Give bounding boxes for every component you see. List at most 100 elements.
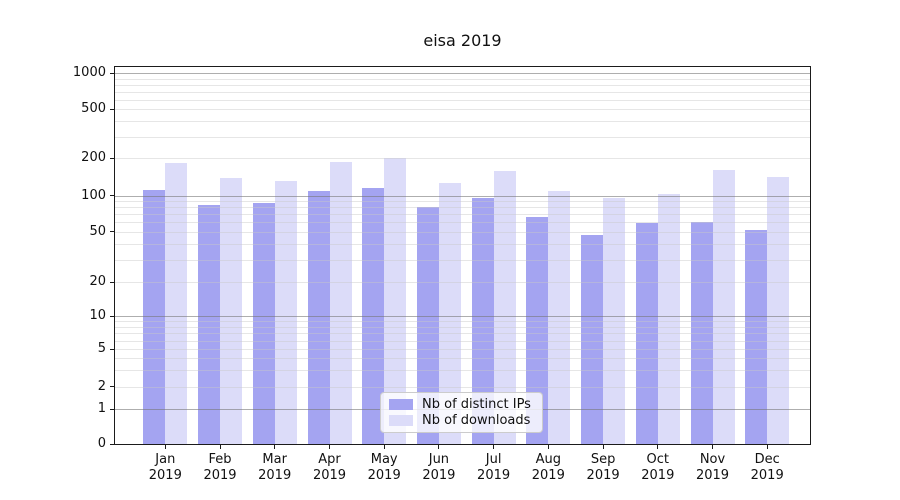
y-tick-label-2: 2: [97, 378, 106, 394]
bar-downloads-oct: [657, 194, 680, 444]
chart-title: eisa 2019: [423, 31, 502, 50]
legend-swatch-downloads: [389, 415, 413, 427]
bar-downloads-jun: [438, 183, 461, 444]
legend-entry-downloads: Nb of downloads: [389, 413, 534, 428]
gridline-30: [115, 259, 810, 261]
x-tick-label-nov: Nov 2019: [695, 452, 730, 483]
x-tick-mark-jun: [438, 445, 440, 449]
y-tick-label-50: 50: [89, 223, 106, 239]
gridline-10: [115, 316, 810, 318]
x-tick-mark-apr: [329, 445, 330, 449]
y-tick-mark-50: [110, 231, 114, 233]
bar-distinct-ips-sep: [581, 235, 604, 444]
x-tick-label-jun: Jun 2019: [422, 452, 456, 483]
bar-distinct-ips-nov: [690, 222, 713, 444]
y-tick-label-1000: 1000: [72, 65, 106, 81]
gridline-50: [115, 231, 810, 233]
x-tick-mark-feb: [219, 445, 221, 449]
bar-distinct-ips-jul: [471, 197, 494, 444]
bar-downloads-apr: [329, 161, 352, 444]
legend-label-distinct-ips: Nb of distinct IPs: [422, 396, 531, 412]
gridline-60: [115, 222, 810, 224]
x-tick-mark-jan: [164, 445, 166, 449]
bar-downloads-sep: [603, 198, 626, 444]
bar-downloads-aug: [548, 190, 571, 444]
bar-downloads-jan: [165, 162, 188, 444]
bar-distinct-ips-feb: [198, 204, 220, 444]
bar-downloads-jul: [493, 171, 516, 444]
gridline-100: [115, 195, 810, 197]
gridline-1000: [115, 73, 810, 75]
legend: Nb of distinct IPs Nb of downloads: [380, 392, 543, 433]
y-tick-mark-0: [110, 443, 114, 445]
y-tick-label-20: 20: [89, 274, 106, 290]
y-tick-label-5: 5: [97, 341, 106, 357]
bar-downloads-nov: [712, 170, 735, 444]
y-tick-mark-5: [110, 348, 114, 350]
x-tick-mark-may: [383, 445, 385, 449]
gridline-5: [115, 349, 810, 351]
bar-downloads-mar: [274, 181, 297, 444]
bar-downloads-dec: [767, 177, 790, 444]
x-tick-label-dec: Dec 2019: [750, 452, 784, 483]
gridline-20: [115, 282, 810, 284]
x-tick-label-mar: Mar 2019: [258, 452, 292, 483]
y-tick-label-0: 0: [97, 436, 106, 451]
bar-distinct-ips-may: [362, 187, 385, 444]
x-tick-mark-dec: [766, 445, 768, 449]
y-tick-mark-2: [110, 386, 114, 388]
x-tick-label-oct: Oct 2019: [641, 452, 675, 483]
x-tick-mark-nov: [712, 445, 713, 449]
gridline-500: [115, 109, 810, 111]
gridline-800: [115, 84, 810, 86]
gridline-600: [115, 99, 810, 101]
x-tick-label-jul: Jul 2019: [477, 452, 511, 483]
gridline-3: [115, 370, 810, 372]
bar-distinct-ips-dec: [745, 229, 768, 444]
x-tick-label-feb: Feb 2019: [203, 452, 237, 483]
gridline-9: [115, 321, 810, 323]
y-tick-label-500: 500: [81, 101, 106, 117]
bar-distinct-ips-jun: [416, 207, 439, 444]
x-tick-mark-jul: [493, 445, 495, 449]
gridline-200: [115, 158, 810, 160]
gridline-400: [115, 121, 810, 123]
y-tick-mark-500: [110, 108, 114, 110]
plot-area: Nb of distinct IPs Nb of downloads: [114, 66, 811, 445]
gridline-300: [115, 136, 810, 138]
x-tick-mark-mar: [274, 445, 276, 449]
x-tick-mark-aug: [547, 445, 549, 449]
y-tick-mark-200: [110, 157, 114, 159]
bar-downloads-may: [384, 157, 407, 444]
gridline-4: [115, 358, 810, 360]
x-tick-label-apr: Apr 2019: [312, 452, 347, 483]
gridline-700: [115, 91, 810, 93]
gridline-8: [115, 326, 810, 328]
x-tick-label-sep: Sep 2019: [586, 452, 620, 483]
bar-distinct-ips-aug: [526, 217, 549, 444]
bar-distinct-ips-apr: [307, 190, 330, 444]
legend-entry-distinct-ips: Nb of distinct IPs: [389, 397, 534, 412]
bar-distinct-ips-mar: [252, 202, 275, 444]
x-tick-label-jan: Jan 2019: [148, 452, 182, 483]
gridline-7: [115, 333, 810, 335]
y-tick-label-10: 10: [89, 308, 106, 324]
y-tick-mark-1000: [110, 72, 114, 74]
x-tick-label-may: May 2019: [367, 452, 401, 483]
y-tick-label-1: 1: [97, 401, 106, 417]
y-tick-mark-1: [110, 408, 114, 410]
gridline-90: [115, 201, 810, 202]
y-tick-mark-20: [110, 281, 114, 283]
y-tick-mark-100: [110, 195, 114, 196]
gridline-900: [115, 78, 810, 80]
x-tick-mark-oct: [657, 445, 659, 449]
x-tick-mark-sep: [602, 445, 604, 449]
legend-swatch-distinct-ips: [389, 398, 413, 410]
gridline-6: [115, 340, 810, 342]
bar-distinct-ips-oct: [635, 223, 658, 444]
y-tick-label-200: 200: [81, 150, 106, 166]
legend-label-downloads: Nb of downloads: [422, 413, 531, 429]
gridline-80: [115, 207, 810, 209]
gridline-70: [115, 214, 810, 216]
